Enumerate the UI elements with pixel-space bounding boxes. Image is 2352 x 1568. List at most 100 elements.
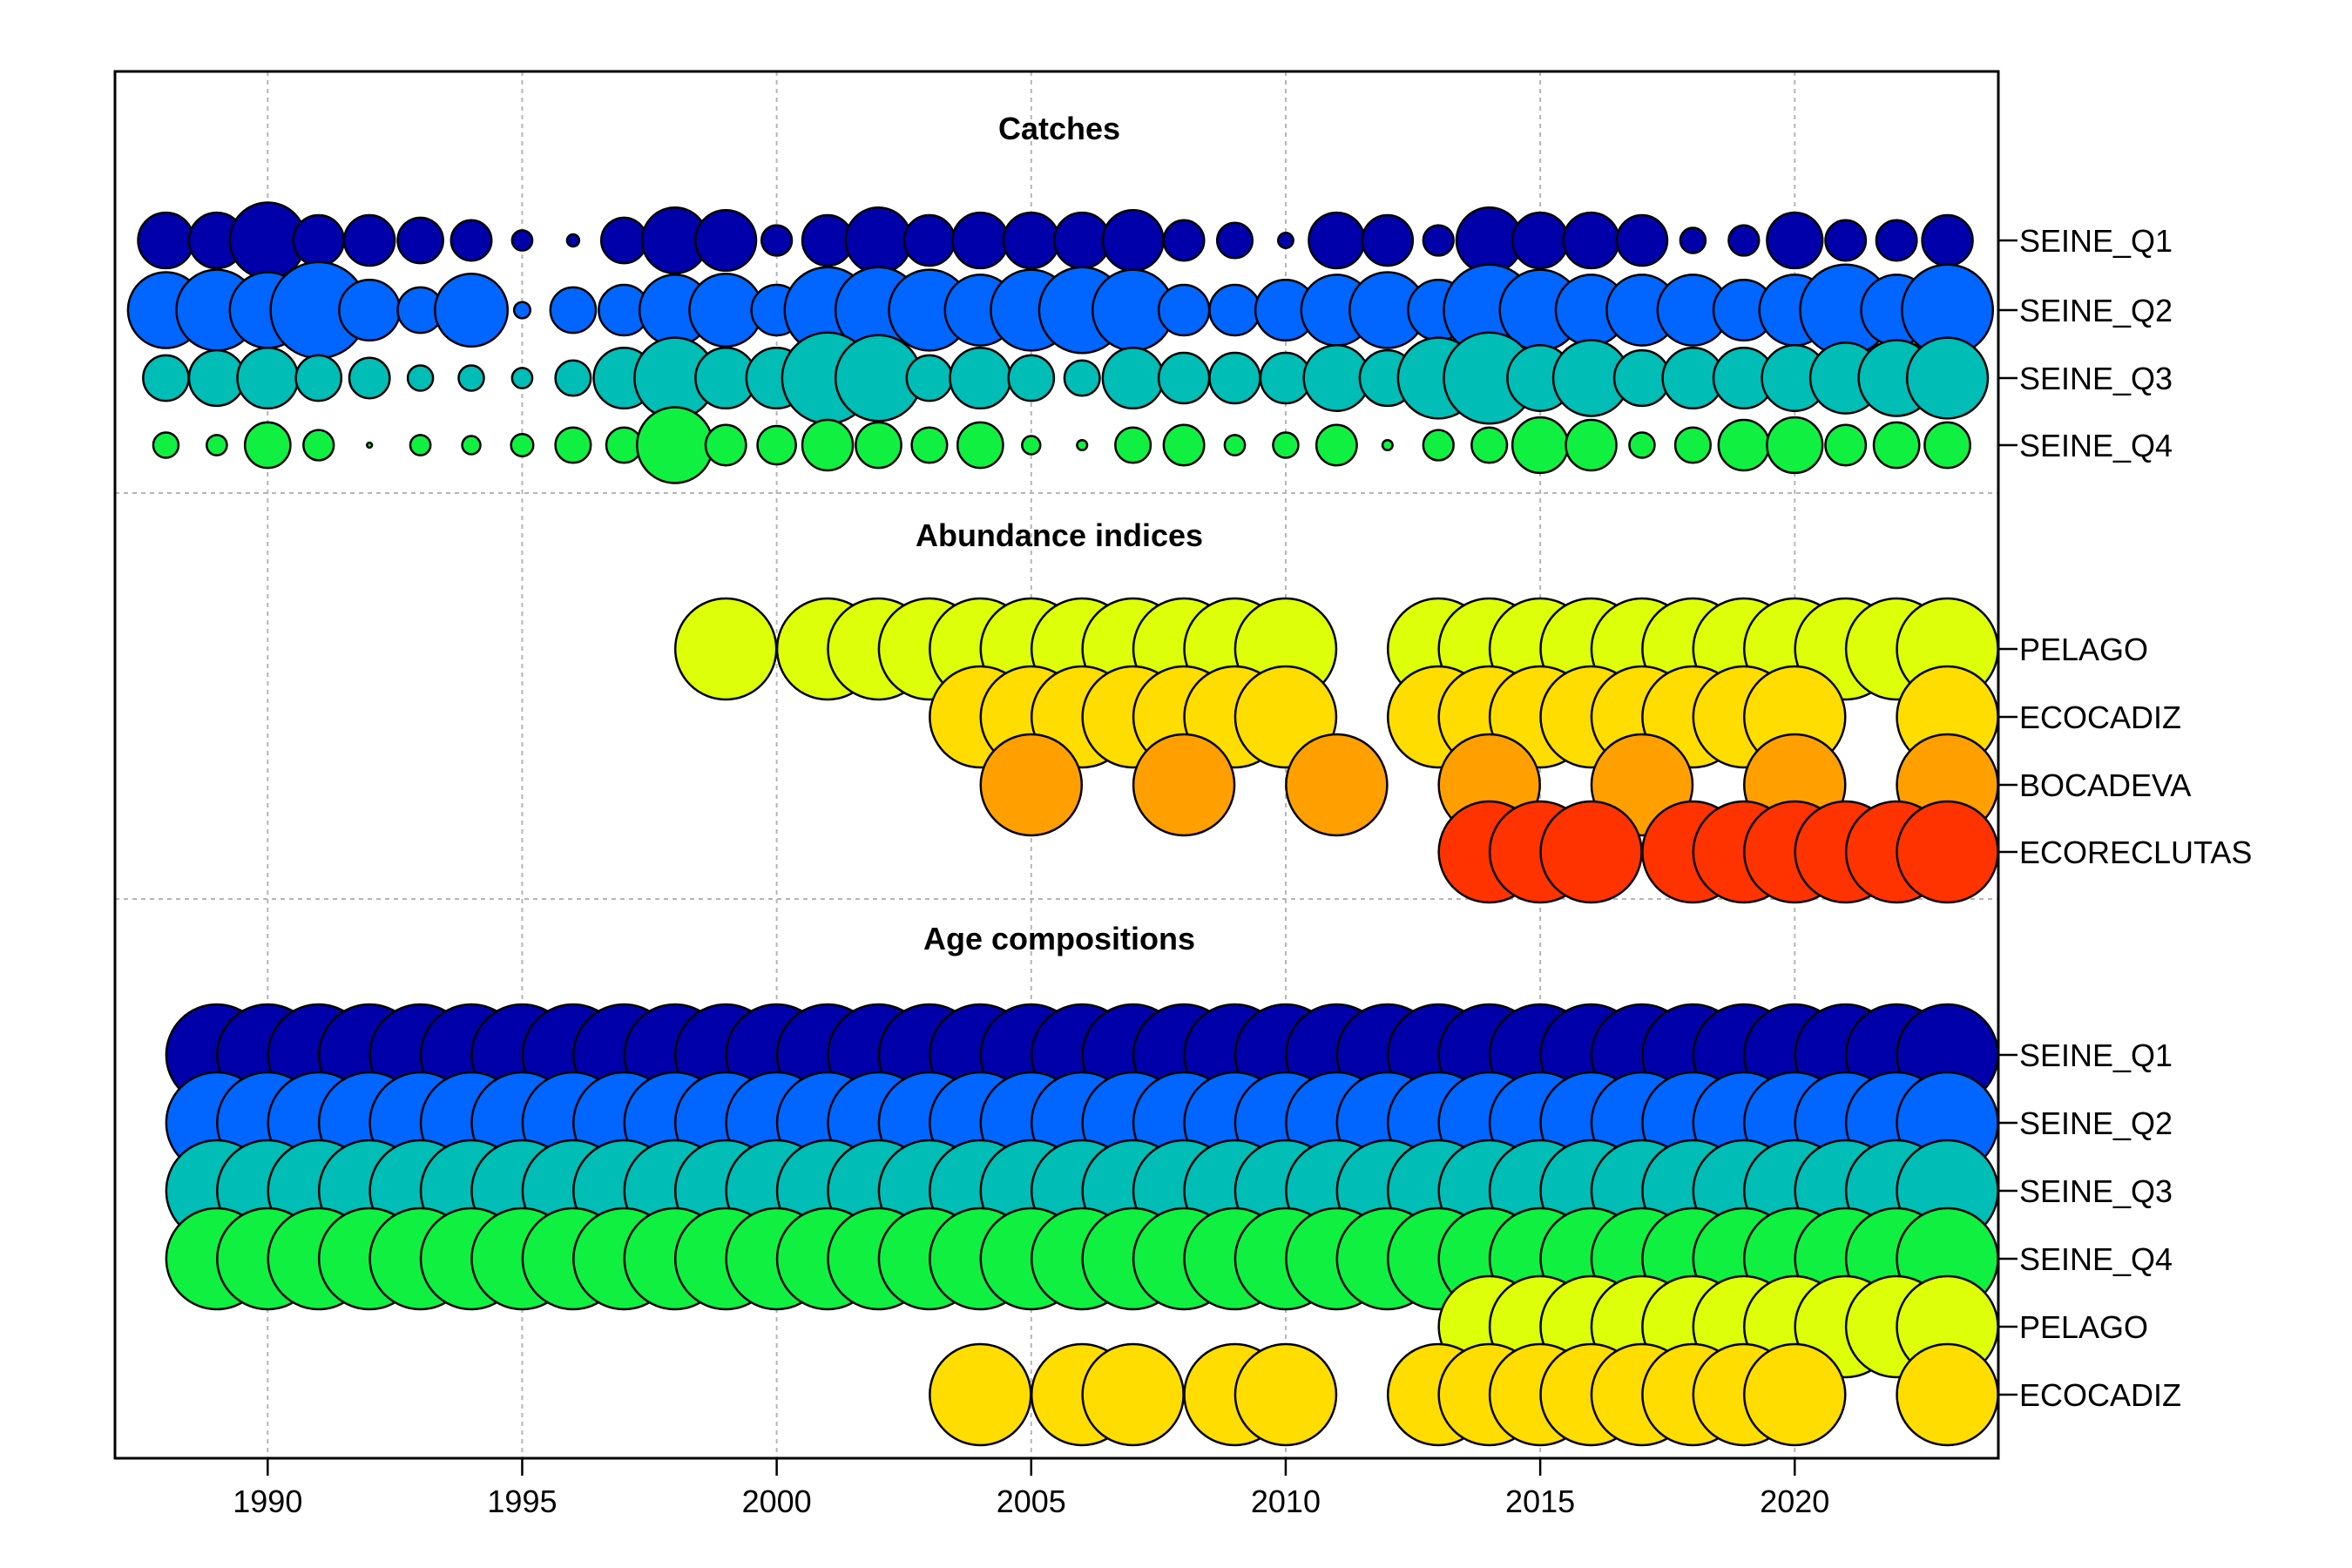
bubble — [1743, 1342, 1847, 1447]
bubble-layer — [126, 201, 1999, 1447]
bubble — [565, 233, 581, 248]
bubble — [599, 216, 648, 265]
bubble — [434, 272, 510, 348]
bubble — [406, 364, 435, 392]
row-label: SEINE_Q1 — [2019, 223, 2173, 259]
bubble — [1896, 1342, 1999, 1447]
section-title: Catches — [998, 111, 1120, 146]
bubble — [152, 431, 180, 459]
bubble — [1673, 426, 1712, 464]
bubble — [1766, 211, 1824, 270]
row-label: PELAGO — [2019, 632, 2148, 667]
bubble — [1539, 800, 1643, 904]
bubble — [243, 421, 292, 470]
bubble — [1063, 359, 1101, 397]
bubble — [1132, 733, 1236, 837]
bubble — [396, 216, 444, 265]
bubble — [1215, 221, 1254, 260]
bubble — [949, 346, 1012, 410]
bubble — [905, 354, 954, 402]
bubble — [855, 421, 902, 470]
bubble — [302, 429, 335, 462]
bubble — [461, 435, 482, 456]
bubble — [956, 421, 1004, 470]
row-label: BOCADEVA — [2019, 767, 2191, 803]
bubble — [844, 206, 913, 274]
bubble — [1628, 431, 1656, 459]
section-title: Abundance indices — [916, 517, 1203, 553]
bubble — [1101, 346, 1165, 410]
bubble — [1562, 211, 1620, 270]
bubble — [1565, 418, 1618, 472]
bubble — [902, 213, 956, 267]
bubble — [142, 354, 190, 402]
row-label: SEINE_Q2 — [2019, 293, 2173, 328]
bubble — [409, 434, 432, 456]
row-label: ECOCADIZ — [2019, 1377, 2181, 1413]
x-tick-label: 2000 — [742, 1484, 812, 1519]
bubble — [1162, 219, 1206, 262]
bubble — [449, 219, 493, 262]
bubble — [1076, 438, 1089, 452]
bubble — [1285, 733, 1389, 837]
x-tick-label: 1990 — [233, 1484, 302, 1519]
bubble — [1766, 416, 1824, 475]
section-title: Age compositions — [923, 921, 1195, 956]
bubble — [554, 359, 592, 397]
bubble — [1272, 431, 1300, 459]
bubble — [1905, 336, 1990, 420]
bubble — [338, 278, 402, 342]
bubble — [206, 434, 228, 456]
bubble — [187, 348, 247, 408]
bubble — [1162, 423, 1206, 467]
bubble — [704, 423, 747, 467]
bubble — [292, 213, 345, 267]
bubble — [1002, 211, 1060, 270]
bubble — [510, 229, 534, 252]
bubble — [137, 211, 195, 270]
bubble — [760, 224, 794, 257]
bubble — [1727, 224, 1761, 257]
bubble — [1615, 213, 1669, 267]
bubble — [1114, 426, 1152, 464]
bubble — [342, 213, 396, 267]
bubble — [1361, 213, 1415, 267]
row-label: PELAGO — [2019, 1309, 2148, 1345]
bubble — [929, 1342, 1032, 1447]
bubble — [1157, 351, 1211, 405]
bubble — [756, 424, 797, 466]
row-label: ECOCADIZ — [2019, 700, 2181, 735]
bubble — [457, 364, 485, 392]
bubble — [348, 356, 391, 400]
bubble — [979, 733, 1084, 837]
bubble — [1470, 426, 1509, 464]
section-titles: Catches Abundance indices Age compositions — [916, 111, 1203, 956]
bubble — [1315, 423, 1358, 467]
row-label: SEINE_Q3 — [2019, 361, 2173, 396]
bubble — [1308, 211, 1366, 270]
bubble — [510, 432, 535, 458]
bubble — [1511, 211, 1570, 270]
bubble — [1381, 438, 1394, 452]
row-label: SEINE_Q2 — [2019, 1105, 2173, 1141]
bubble — [1824, 423, 1868, 467]
bubble — [1422, 224, 1455, 257]
bubble — [366, 441, 374, 449]
bubble — [910, 426, 949, 464]
bubble — [1081, 1342, 1185, 1447]
bubble — [1422, 429, 1455, 462]
bubble — [1223, 434, 1247, 456]
bubble — [673, 597, 778, 701]
x-tick-label: 2015 — [1505, 1484, 1575, 1519]
bubble — [1896, 800, 1999, 904]
row-label: SEINE_Q4 — [2019, 1241, 2173, 1277]
bubble — [554, 426, 592, 464]
bubble — [549, 286, 598, 335]
x-tick-label: 2005 — [997, 1484, 1066, 1519]
bubble — [1511, 416, 1570, 475]
bubble — [1717, 418, 1771, 472]
bubble — [1208, 351, 1261, 405]
x-tick-label: 2010 — [1251, 1484, 1321, 1519]
row-label: SEINE_Q3 — [2019, 1173, 2173, 1209]
bubble — [1824, 219, 1868, 262]
